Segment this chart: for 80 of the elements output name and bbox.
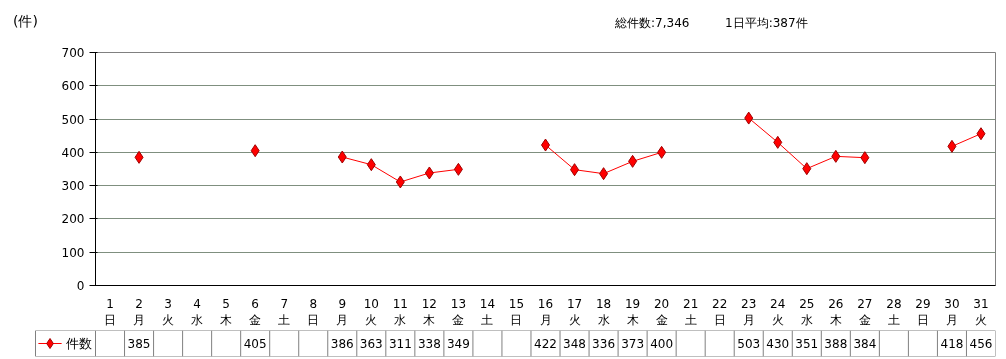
point xyxy=(802,162,812,176)
data-label: 351 xyxy=(795,337,819,351)
x-tick-label: 6 金 xyxy=(249,296,262,328)
x-tick-label: 12 木 xyxy=(421,296,438,328)
point xyxy=(366,158,376,172)
point xyxy=(250,144,260,158)
y-tick-label: 500 xyxy=(61,112,85,127)
text: 総件数:7,346 xyxy=(615,15,690,32)
y-tick-label: 300 xyxy=(61,179,85,194)
point xyxy=(860,151,870,165)
point xyxy=(773,135,783,149)
point xyxy=(337,150,347,164)
x-tick-label: 4 水 xyxy=(191,296,204,328)
x-tick-label: 21 土 xyxy=(683,296,699,328)
data-label: 388 xyxy=(824,337,848,351)
y-tick-label: 400 xyxy=(61,145,85,160)
y-tick-label: 100 xyxy=(61,245,85,260)
data-label: 430 xyxy=(766,337,790,351)
point xyxy=(657,145,667,159)
point xyxy=(424,166,434,180)
x-tick-label: 11 水 xyxy=(392,296,408,328)
y-tick-label: 0 xyxy=(76,279,85,293)
x-tick-label: 9 月 xyxy=(336,296,349,328)
point xyxy=(831,149,841,163)
data-label: 373 xyxy=(621,337,645,351)
data-label: 418 xyxy=(940,337,964,351)
y-axis-title: (件) xyxy=(13,12,38,31)
x-tick-label: 16 月 xyxy=(537,296,554,328)
x-tick-label: 8 日 xyxy=(307,296,320,328)
x-tick-label: 22 日 xyxy=(712,296,728,328)
x-tick-label: 5 木 xyxy=(220,296,233,328)
data-label: 336 xyxy=(592,337,616,351)
x-tick-label: 23 月 xyxy=(741,296,757,328)
data-label: 456 xyxy=(969,337,993,351)
x-tick-label: 18 水 xyxy=(595,296,612,328)
x-tick-label: 28 土 xyxy=(886,296,902,328)
legend-label: 件数 xyxy=(65,336,92,351)
x-tick-label: 20 金 xyxy=(653,296,670,328)
data-label: 338 xyxy=(417,337,441,351)
point xyxy=(976,127,986,141)
data-label: 385 xyxy=(127,337,151,351)
y-tick-label: 700 xyxy=(61,46,85,60)
x-tick-label: 14 土 xyxy=(479,296,496,328)
point xyxy=(453,162,463,176)
data-label: 348 xyxy=(563,337,586,351)
point xyxy=(599,167,609,181)
y-tick-label: 600 xyxy=(61,79,85,94)
x-tick-label: 7 土 xyxy=(278,296,291,328)
data-label: 363 xyxy=(359,337,383,351)
data-label: 405 xyxy=(243,337,267,351)
x-tick-label: 24 火 xyxy=(770,296,786,328)
data-label: 503 xyxy=(737,337,761,351)
x-tick-label: 27 金 xyxy=(857,296,873,328)
point xyxy=(947,139,957,153)
data-label: 400 xyxy=(650,337,674,351)
data-label: 386 xyxy=(330,337,354,351)
x-tick-label: 17 火 xyxy=(566,296,583,328)
point xyxy=(744,111,754,125)
text: 1日平均:387件 xyxy=(725,15,808,32)
x-tick-label: 1 日 xyxy=(104,296,117,328)
x-tick-label: 19 木 xyxy=(624,296,641,328)
x-tick-label: 31 火 xyxy=(973,296,989,328)
x-tick-label: 29 日 xyxy=(915,296,931,328)
x-tick-label: 15 日 xyxy=(508,296,525,328)
data-label: 422 xyxy=(534,337,557,351)
x-tick-label: 25 水 xyxy=(799,296,815,328)
x-tick-label: 3 火 xyxy=(162,296,175,328)
point xyxy=(134,150,144,164)
point xyxy=(395,175,405,189)
x-tick-label: 13 金 xyxy=(450,296,467,328)
y-tick-label: 200 xyxy=(61,212,85,227)
x-tick-label: 10 火 xyxy=(363,296,379,328)
x-tick-label: 2 月 xyxy=(133,296,146,328)
x-tick-label: 26 木 xyxy=(828,296,844,328)
data-label: 384 xyxy=(853,337,877,351)
x-tick-label: 30 月 xyxy=(944,296,960,328)
point xyxy=(570,163,580,177)
data-label: 349 xyxy=(446,337,470,351)
data-label: 311 xyxy=(388,337,412,351)
point xyxy=(628,154,638,168)
